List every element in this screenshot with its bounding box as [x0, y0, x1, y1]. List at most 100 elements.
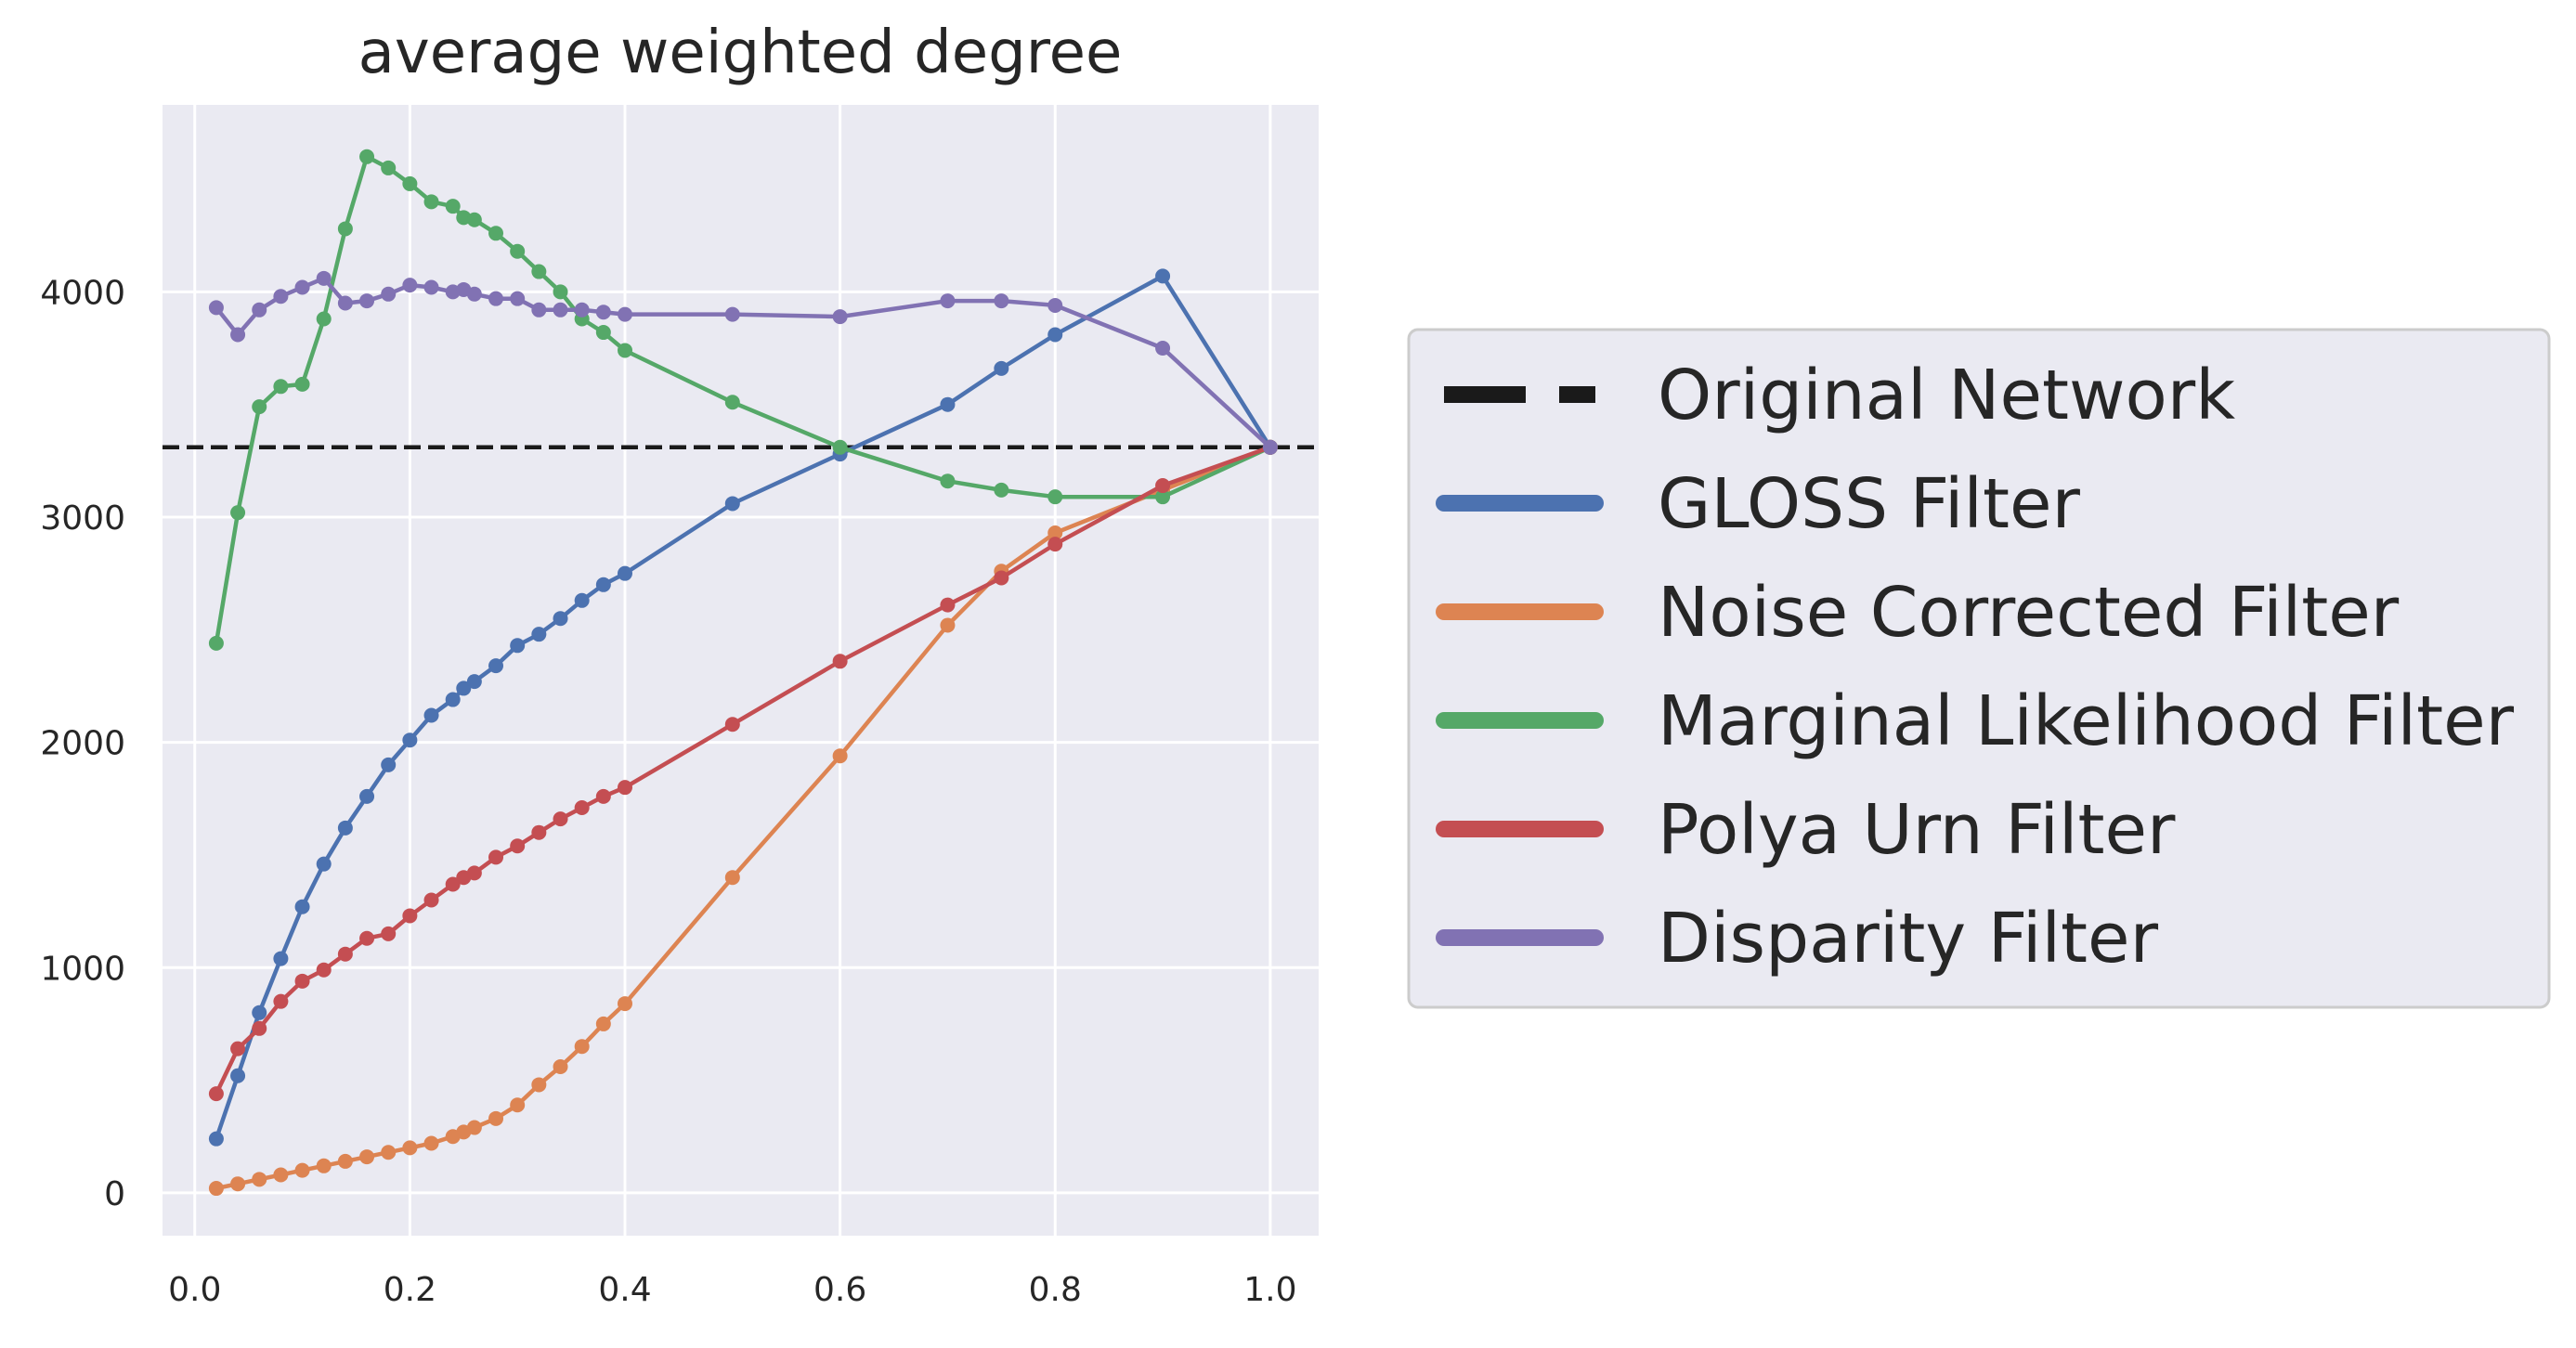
data-point: [1047, 525, 1063, 540]
data-point: [252, 1005, 267, 1020]
data-point: [316, 856, 332, 872]
data-point: [595, 325, 611, 341]
data-point: [402, 1140, 418, 1156]
data-point: [466, 212, 482, 227]
data-point: [423, 1135, 439, 1151]
data-point: [208, 1131, 224, 1147]
y-tick-label: 3000: [40, 499, 125, 538]
data-point: [208, 635, 224, 651]
data-point: [1155, 341, 1171, 356]
series-line-noise-corrected-filter: [214, 445, 1273, 1191]
series-line-polya-urn-filter: [214, 445, 1273, 1096]
legend-item-disparity-filter: Disparity Filter: [1436, 899, 2159, 979]
data-point: [531, 627, 547, 642]
data-point: [1047, 297, 1063, 313]
data-point: [402, 908, 418, 924]
grid-lines: [163, 105, 1319, 1236]
data-point: [510, 838, 526, 854]
data-point: [252, 1020, 267, 1036]
series-disparity-filter: [208, 270, 1278, 455]
legend-item-polya-urn-filter: Polya Urn Filter: [1436, 790, 2176, 870]
data-point: [230, 1176, 246, 1192]
data-point: [531, 264, 547, 279]
x-tick-label: 0.2: [384, 1271, 436, 1309]
legend-label: Disparity Filter: [1658, 899, 2159, 979]
data-point: [316, 1158, 332, 1173]
data-point: [402, 732, 418, 748]
data-point: [1155, 268, 1171, 284]
data-point: [359, 149, 375, 164]
data-point: [252, 1172, 267, 1187]
data-point: [832, 439, 848, 455]
data-point: [294, 279, 310, 295]
data-point: [230, 505, 246, 521]
data-point: [574, 302, 590, 318]
data-point: [273, 289, 289, 305]
data-point: [1047, 489, 1063, 505]
data-point: [618, 780, 632, 796]
data-point: [381, 1145, 397, 1160]
data-point: [294, 1162, 310, 1178]
data-point: [402, 175, 418, 191]
data-point: [595, 1016, 611, 1031]
data-point: [994, 482, 1009, 498]
legend-item-original-network: Original Network: [1444, 356, 2235, 435]
data-point: [445, 199, 461, 214]
data-point: [574, 1039, 590, 1055]
data-point: [294, 973, 310, 989]
data-point: [316, 311, 332, 327]
data-point: [574, 592, 590, 608]
data-point: [940, 396, 956, 412]
data-point: [1047, 537, 1063, 552]
data-point: [1155, 489, 1171, 505]
data-point: [359, 293, 375, 309]
data-point: [488, 291, 504, 306]
data-point: [595, 788, 611, 804]
data-point: [724, 870, 740, 886]
data-point: [724, 496, 740, 512]
data-point: [488, 658, 504, 674]
legend-label: Original Network: [1658, 356, 2235, 435]
data-point: [273, 379, 289, 395]
data-point: [832, 309, 848, 325]
data-point: [466, 286, 482, 302]
data-point: [488, 226, 504, 241]
data-point: [381, 160, 397, 175]
x-tick-label: 0.8: [1029, 1271, 1082, 1309]
x-tick-label: 0.6: [813, 1271, 866, 1309]
data-point: [208, 1086, 224, 1102]
data-point: [273, 951, 289, 966]
y-tick-label: 2000: [40, 725, 125, 763]
data-point: [337, 820, 353, 836]
data-point: [337, 946, 353, 962]
data-point: [316, 270, 332, 286]
data-point: [618, 343, 632, 358]
data-point: [359, 788, 375, 804]
series-noise-corrected-filter: [208, 439, 1278, 1197]
data-point: [402, 278, 418, 293]
data-point: [574, 800, 590, 816]
data-point: [595, 577, 611, 592]
data-point: [553, 811, 568, 827]
data-point: [531, 824, 547, 840]
data-point: [1047, 327, 1063, 343]
x-tick-label: 0.4: [598, 1271, 651, 1309]
series-layer: [208, 149, 1278, 1197]
legend-label: GLOSS Filter: [1658, 464, 2080, 544]
data-point: [337, 1153, 353, 1169]
data-point: [724, 395, 740, 410]
data-point: [510, 243, 526, 259]
data-point: [294, 899, 310, 914]
data-point: [940, 597, 956, 613]
data-point: [445, 692, 461, 707]
data-point: [832, 654, 848, 669]
data-point: [456, 680, 472, 696]
data-point: [940, 473, 956, 489]
data-point: [832, 748, 848, 764]
data-point: [994, 293, 1009, 309]
data-point: [488, 849, 504, 865]
data-point: [1155, 478, 1171, 494]
data-point: [273, 993, 289, 1009]
data-point: [724, 717, 740, 732]
data-point: [940, 293, 956, 309]
